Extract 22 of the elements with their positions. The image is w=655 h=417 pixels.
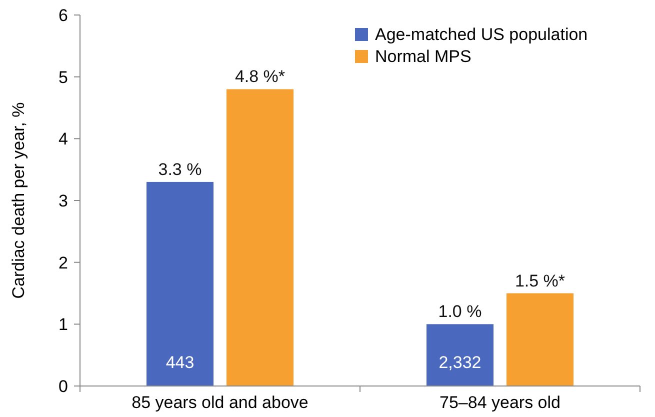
data-label: 4.8 %*: [234, 67, 286, 86]
data-label: 3.3 %: [158, 160, 202, 179]
data-label: 1.0 %: [438, 302, 482, 322]
y-tick-label: 4: [58, 130, 68, 149]
y-tick-label: 1: [58, 315, 68, 334]
data-label: 1.5 %*: [514, 271, 566, 290]
bar: [226, 89, 294, 386]
bar: [146, 182, 214, 386]
legend-label: Age-matched US population: [375, 24, 588, 44]
y-tick-label: 0: [58, 376, 68, 396]
bar: [426, 324, 494, 386]
annotation: 443: [166, 353, 194, 372]
y-tick-label: 5: [58, 68, 68, 87]
annotation: 2,332: [438, 353, 482, 372]
x-tick-label: 75–84 years old: [440, 393, 560, 412]
bar: [506, 293, 574, 386]
y-tick-label: 6: [58, 6, 68, 25]
legend-label: Normal MPS: [375, 46, 472, 66]
y-axis-title: Cardiac death per year, %: [9, 102, 28, 299]
y-tick-label: 2: [58, 253, 68, 272]
y-tick-label: 3: [58, 191, 68, 210]
x-tick-label: 85 years old and above: [132, 393, 308, 412]
